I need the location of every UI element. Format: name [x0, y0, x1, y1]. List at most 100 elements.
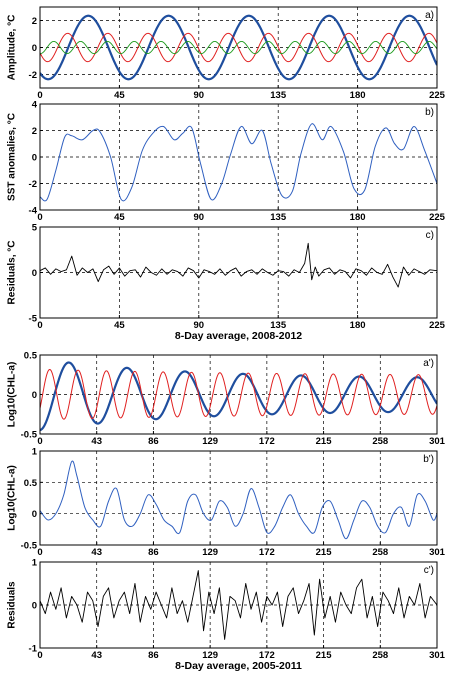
x-tick-label: 301 [429, 650, 446, 661]
series-group [40, 14, 437, 81]
x-tick-label: 135 [270, 90, 287, 101]
panel-label: b') [423, 454, 434, 465]
y-tick-label: 0.5 [24, 478, 38, 489]
x-tick-label: 45 [114, 320, 125, 331]
y-tick-label: 1 [32, 558, 38, 569]
plot-frame [39, 354, 438, 435]
x-axis-label: 8-Day average, 2005-2011 [175, 660, 302, 672]
plot-frame [39, 6, 438, 89]
x-tick-label: 258 [372, 547, 388, 558]
series-line-2 [40, 32, 437, 63]
x-tick-label: 225 [429, 90, 446, 101]
y-tick-label: -0.5 [21, 430, 38, 441]
x-tick-label: 43 [91, 436, 102, 447]
series-group [40, 242, 437, 288]
series-line-1 [40, 361, 437, 432]
panel-5: 0 43 86 129 172 215 258 301-0.500.51b')Log10(CH… [7, 447, 446, 559]
x-tick-label: 43 [91, 650, 102, 661]
x-tick-label: 180 [350, 320, 366, 331]
x-tick-label: 129 [202, 547, 218, 558]
y-tick-label: 5 [32, 223, 38, 234]
x-tick-label: 90 [194, 212, 205, 223]
panel-4: 0 43 86 129 172 215 258 301-0.500.5a')Log10(CHL… [7, 351, 446, 448]
x-tick-label: 0 [37, 90, 42, 101]
y-tick-label: 2 [32, 16, 37, 27]
x-tick-label: 172 [259, 547, 275, 558]
y-axis-label: SST anomalies, °C [7, 113, 18, 201]
panel-label: c) [426, 230, 434, 241]
series-line-1 [40, 242, 437, 288]
x-tick-label: 258 [372, 436, 388, 447]
x-tick-label: 215 [316, 547, 333, 558]
x-tick-label: 180 [350, 212, 366, 223]
y-tick-label: 0 [32, 268, 37, 279]
plot-frame [39, 226, 438, 319]
panel-6: 0 43 86 129 172 215 258 301-101c')Residuals8-Da… [7, 558, 446, 673]
x-tick-label: 45 [114, 212, 125, 223]
x-tick-label: 135 [270, 212, 287, 223]
series-line-1 [40, 570, 437, 640]
y-axis-label: Residuals [7, 581, 18, 629]
x-tick-label: 90 [194, 320, 205, 331]
x-tick-label: 86 [148, 436, 159, 447]
x-tick-label: 225 [429, 212, 446, 223]
panel-label: c') [424, 565, 434, 576]
x-tick-label: 86 [148, 547, 159, 558]
series-group [40, 361, 437, 432]
y-axis-label: Residuals, °C [7, 240, 18, 304]
series-group [40, 570, 437, 640]
x-tick-label: 172 [259, 436, 275, 447]
y-tick-label: -2 [29, 179, 37, 190]
series-line-2 [40, 368, 437, 420]
series-line-1 [40, 460, 437, 540]
y-tick-label: 4 [32, 100, 38, 111]
y-tick-label: 0 [32, 153, 37, 164]
series-group [40, 123, 437, 202]
y-tick-label: 0 [32, 390, 37, 401]
panel-label: a) [425, 10, 434, 21]
x-tick-label: 172 [259, 650, 275, 661]
series-line-3 [40, 40, 437, 55]
plot-frame [39, 103, 438, 211]
plot-frame [39, 561, 438, 649]
x-tick-label: 135 [270, 320, 287, 331]
x-tick-label: 258 [372, 650, 388, 661]
y-tick-label: -4 [29, 206, 38, 217]
x-tick-label: 43 [91, 547, 102, 558]
x-tick-label: 86 [148, 650, 159, 661]
y-tick-label: -2 [29, 70, 37, 81]
x-axis-label: 8-Day average, 2008-2012 [175, 330, 302, 342]
x-tick-label: 90 [194, 90, 205, 101]
y-tick-label: 0 [32, 601, 37, 612]
y-tick-label: 1 [32, 447, 38, 458]
y-tick-label: 0.5 [24, 351, 38, 362]
x-tick-label: 0 [37, 650, 42, 661]
x-tick-label: 180 [350, 90, 366, 101]
plot-frame [39, 450, 438, 546]
panel-label: a') [423, 358, 434, 369]
x-tick-label: 0 [37, 212, 42, 223]
y-tick-label: 2 [32, 126, 37, 137]
y-tick-label: -5 [29, 314, 38, 325]
panel-2: 0 45 90 135 180 225 -4 -2 0 2 4 b) SST anomalies, °C [7, 100, 446, 224]
y-tick-label: 0 [32, 509, 37, 520]
x-tick-label: 215 [316, 650, 333, 661]
x-tick-label: 0 [37, 320, 42, 331]
y-axis-label: Log10(CHL-a) [7, 362, 18, 428]
y-tick-label: -1 [29, 644, 38, 655]
x-tick-label: 225 [429, 320, 446, 331]
x-tick-label: 129 [202, 650, 218, 661]
x-tick-label: 301 [429, 436, 446, 447]
x-tick-label: 0 [37, 436, 42, 447]
y-axis-label: Log10(CHL-a) [7, 465, 18, 531]
panel-label: b) [425, 107, 434, 118]
x-tick-label: 45 [114, 90, 125, 101]
series-group [40, 460, 437, 540]
x-tick-label: 215 [316, 436, 333, 447]
x-tick-label: 129 [202, 436, 218, 447]
x-tick-label: 0 [37, 547, 42, 558]
x-tick-label: 301 [429, 547, 446, 558]
